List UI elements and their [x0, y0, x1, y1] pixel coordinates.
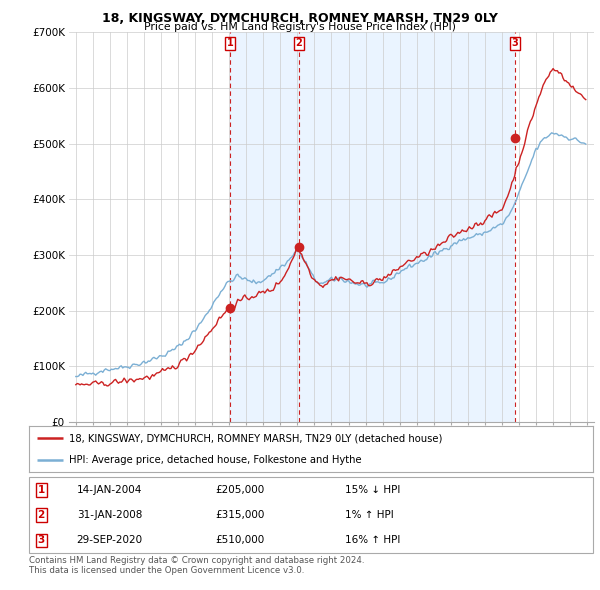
Bar — [299, 32, 515, 422]
Text: Price paid vs. HM Land Registry's House Price Index (HPI): Price paid vs. HM Land Registry's House … — [144, 22, 456, 32]
Text: £205,000: £205,000 — [215, 485, 264, 495]
Text: 1: 1 — [227, 38, 233, 48]
Text: 31-JAN-2008: 31-JAN-2008 — [77, 510, 142, 520]
Text: This data is licensed under the Open Government Licence v3.0.: This data is licensed under the Open Gov… — [29, 566, 304, 575]
Text: 16% ↑ HPI: 16% ↑ HPI — [344, 535, 400, 545]
Text: 29-SEP-2020: 29-SEP-2020 — [77, 535, 143, 545]
Text: Contains HM Land Registry data © Crown copyright and database right 2024.: Contains HM Land Registry data © Crown c… — [29, 556, 364, 565]
Text: 2: 2 — [295, 38, 302, 48]
Text: 18, KINGSWAY, DYMCHURCH, ROMNEY MARSH, TN29 0LY (detached house): 18, KINGSWAY, DYMCHURCH, ROMNEY MARSH, T… — [70, 434, 443, 444]
Text: 3: 3 — [511, 38, 518, 48]
Bar — [230, 32, 299, 422]
Text: 15% ↓ HPI: 15% ↓ HPI — [344, 485, 400, 495]
Text: 1: 1 — [38, 485, 45, 495]
Text: 18, KINGSWAY, DYMCHURCH, ROMNEY MARSH, TN29 0LY: 18, KINGSWAY, DYMCHURCH, ROMNEY MARSH, T… — [102, 12, 498, 25]
Text: 2: 2 — [38, 510, 45, 520]
Text: 3: 3 — [38, 535, 45, 545]
Text: HPI: Average price, detached house, Folkestone and Hythe: HPI: Average price, detached house, Folk… — [70, 454, 362, 464]
Text: £315,000: £315,000 — [215, 510, 264, 520]
Text: 1% ↑ HPI: 1% ↑ HPI — [344, 510, 394, 520]
Text: 14-JAN-2004: 14-JAN-2004 — [77, 485, 142, 495]
Text: £510,000: £510,000 — [215, 535, 264, 545]
